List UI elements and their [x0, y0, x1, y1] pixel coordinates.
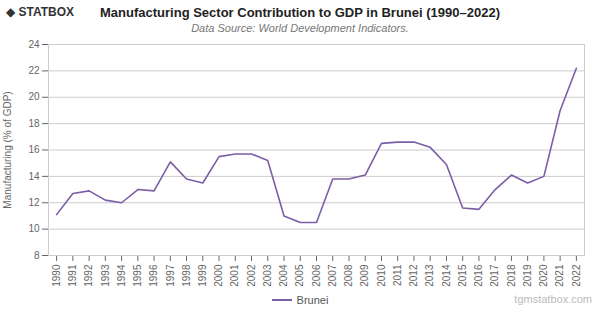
svg-text:18: 18	[28, 118, 40, 129]
svg-text:14: 14	[28, 171, 40, 182]
svg-text:10: 10	[28, 223, 40, 234]
svg-text:2013: 2013	[424, 264, 435, 287]
svg-text:1994: 1994	[116, 264, 127, 287]
svg-text:1998: 1998	[181, 264, 192, 287]
svg-text:2009: 2009	[359, 264, 370, 287]
svg-text:2020: 2020	[538, 264, 549, 287]
svg-text:2022: 2022	[571, 264, 582, 287]
svg-text:2008: 2008	[343, 264, 354, 287]
html-text:tgmstatbox.com: tgmstatbox.com	[514, 293, 592, 305]
svg-text:12: 12	[28, 197, 40, 208]
html-text:Brunei: Brunei	[296, 294, 329, 306]
svg-text:2007: 2007	[327, 264, 338, 287]
html-text:Data Source: World Development: Data Source: World Development Indicator…	[191, 22, 409, 34]
svg-text:2017: 2017	[489, 264, 500, 287]
svg-text:1997: 1997	[165, 264, 176, 287]
svg-text:1993: 1993	[100, 264, 111, 287]
svg-text:1999: 1999	[197, 264, 208, 287]
svg-text:8: 8	[34, 250, 40, 261]
svg-text:2016: 2016	[473, 264, 484, 287]
svg-text:2011: 2011	[392, 264, 403, 286]
svg-text:2004: 2004	[278, 264, 289, 287]
svg-text:16: 16	[28, 144, 40, 155]
svg-text:2018: 2018	[506, 264, 517, 287]
svg-text:Manufacturing (% of GDP): Manufacturing (% of GDP)	[2, 91, 13, 208]
svg-text:2002: 2002	[246, 264, 257, 287]
svg-text:24: 24	[28, 39, 40, 50]
svg-text:1991: 1991	[67, 264, 78, 287]
svg-text:2014: 2014	[441, 264, 452, 287]
svg-text:1995: 1995	[132, 264, 143, 287]
svg-text:1990: 1990	[51, 264, 62, 287]
svg-text:2000: 2000	[213, 264, 224, 287]
svg-text:2001: 2001	[229, 264, 240, 287]
svg-text:2005: 2005	[294, 264, 305, 287]
svg-text:2012: 2012	[408, 264, 419, 287]
svg-text:1996: 1996	[148, 264, 159, 287]
svg-text:2010: 2010	[376, 264, 387, 287]
svg-text:2015: 2015	[457, 264, 468, 287]
svg-text:1992: 1992	[83, 264, 94, 287]
svg-text:2019: 2019	[522, 264, 533, 287]
html-text:Manufacturing Sector Contribut: Manufacturing Sector Contribution to GDP…	[100, 4, 500, 20]
svg-text:2021: 2021	[554, 264, 565, 287]
svg-text:22: 22	[28, 65, 40, 76]
svg-text:2006: 2006	[311, 264, 322, 287]
svg-text:2003: 2003	[262, 264, 273, 287]
html-text:◆ STATBOX: ◆ STATBOX	[6, 5, 75, 19]
svg-text:20: 20	[28, 91, 40, 102]
